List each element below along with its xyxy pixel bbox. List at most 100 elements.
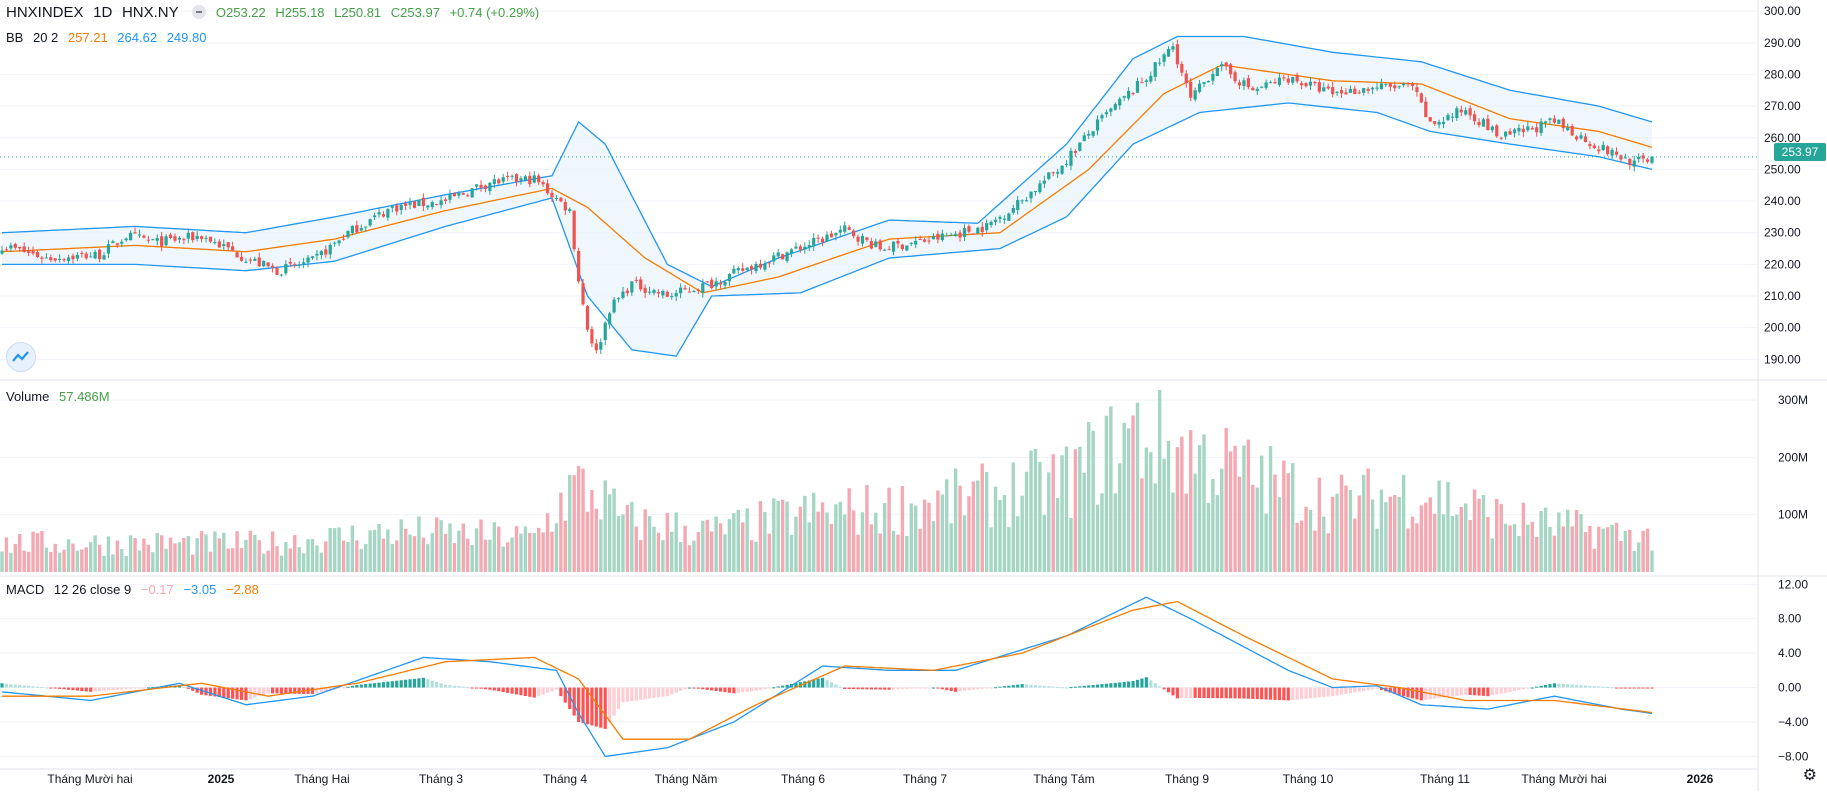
volume-bar: [412, 536, 417, 572]
candle-body: [852, 230, 856, 237]
candle-body: [372, 215, 377, 218]
tradingview-logo-icon[interactable]: [6, 342, 36, 372]
macd-histogram-bar: [479, 687, 483, 689]
candle-body: [1029, 191, 1033, 199]
volume-bar: [599, 519, 603, 572]
candle-body: [66, 257, 71, 262]
volume-bar: [607, 494, 612, 572]
candle-body: [1379, 83, 1384, 90]
macd-tick-label: 12.00: [1778, 577, 1808, 591]
candle-body: [22, 246, 26, 253]
candle-body: [341, 238, 346, 240]
macd-histogram-bar: [843, 687, 847, 689]
candle-body: [350, 225, 355, 234]
volume-bar: [57, 552, 62, 572]
volume-bar: [891, 530, 896, 572]
macd-histogram-bar: [590, 687, 594, 726]
volume-bar: [120, 549, 124, 572]
volume-bar: [652, 526, 656, 572]
macd-histogram-bar: [1299, 687, 1304, 700]
macd-histogram-bar: [1308, 687, 1313, 699]
candle-body: [1517, 127, 1521, 132]
candle-body: [519, 178, 523, 181]
macd-histogram-bar: [1100, 684, 1104, 688]
volume-bar: [253, 534, 257, 572]
macd-histogram-bar: [1202, 687, 1206, 699]
candle-body: [577, 250, 581, 282]
macd-histogram-bar: [532, 687, 536, 698]
macd-histogram-bar: [647, 687, 652, 699]
candle-body: [288, 261, 292, 264]
candle-body: [71, 255, 75, 260]
candle-body: [1366, 88, 1370, 91]
macd-histogram-bar: [222, 687, 226, 698]
candle-body: [1477, 121, 1481, 126]
symbol-name[interactable]: HNXINDEX: [6, 4, 84, 21]
macd-histogram-bar: [723, 687, 727, 693]
candle-body: [217, 241, 221, 248]
macd-histogram-bar: [971, 687, 975, 690]
volume-bar: [1339, 474, 1344, 572]
volume-bar: [656, 532, 661, 572]
volume-bar: [1366, 468, 1370, 572]
macd-histogram-bar: [1592, 686, 1596, 688]
volume-bar: [1118, 463, 1122, 572]
volume-bar: [1135, 402, 1140, 572]
volume-bar: [1069, 517, 1073, 572]
macd-histogram-bar: [18, 684, 22, 688]
candle-body: [1095, 119, 1100, 131]
volume-bar: [763, 511, 767, 572]
candle-body: [359, 228, 363, 231]
volume-bar: [195, 538, 199, 572]
volume-bar: [155, 533, 159, 572]
macd-histogram-bar: [927, 687, 931, 689]
candle-body: [1277, 77, 1282, 85]
macd-histogram-bar: [439, 683, 443, 688]
macd-histogram-bar: [665, 687, 669, 697]
volume-bar: [146, 544, 151, 572]
volume-bar: [199, 531, 204, 572]
candle-body: [998, 216, 1002, 219]
volume-bar: [1193, 473, 1197, 572]
settings-gear-icon[interactable]: ⚙: [1802, 767, 1817, 784]
candle-body: [594, 343, 598, 351]
macd-legend[interactable]: MACD 12 26 close 9 −0.17 −3.05 −2.88: [6, 582, 265, 597]
candle-body: [89, 256, 93, 258]
macd-histogram-bar: [235, 687, 239, 700]
macd-label: MACD: [6, 582, 45, 597]
candle-body: [723, 281, 727, 286]
candle-body: [1140, 82, 1144, 84]
candle-body: [4, 249, 9, 251]
candle-body: [545, 183, 550, 194]
macd-histogram-bar: [341, 687, 346, 689]
interval-label[interactable]: 1D: [93, 4, 113, 21]
macd-histogram-bar: [0, 683, 4, 688]
candle-body: [528, 175, 532, 185]
macd-histogram-bar: [1246, 687, 1250, 699]
volume-bar: [1530, 521, 1534, 572]
bb-legend[interactable]: BB 20 2 257.21 264.62 249.80: [6, 30, 212, 45]
volume-bar: [66, 539, 71, 572]
macd-histogram-bar: [1535, 686, 1539, 688]
candle-body: [1490, 126, 1494, 131]
volume-bar: [1415, 523, 1419, 572]
volume-bar: [1375, 528, 1379, 572]
macd-histogram-bar: [1118, 682, 1122, 688]
macd-histogram-bar: [718, 687, 723, 692]
macd-histogram-bar: [1495, 687, 1499, 695]
candle-body: [284, 264, 288, 274]
macd-histogram-bar: [262, 687, 266, 695]
macd-histogram-bar: [1441, 687, 1446, 698]
macd-histogram-bar: [359, 684, 363, 688]
macd-histogram-bar: [878, 687, 882, 690]
volume-bar: [40, 530, 44, 572]
collapse-icon[interactable]: [192, 5, 207, 19]
candle-body: [891, 241, 896, 252]
volume-bar: [235, 531, 239, 572]
macd-histogram-bar: [448, 685, 452, 688]
volume-legend[interactable]: Volume 57.486M: [6, 389, 116, 404]
macd-histogram-bar: [115, 687, 119, 690]
volume-bar: [177, 542, 182, 572]
